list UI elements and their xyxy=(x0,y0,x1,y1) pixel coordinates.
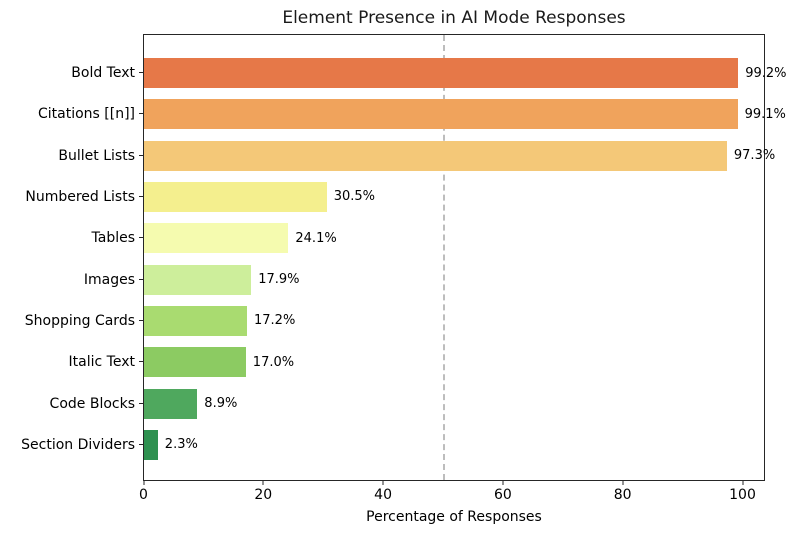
reference-line-50pct xyxy=(442,35,445,480)
x-axis-label: Percentage of Responses xyxy=(366,509,542,525)
bar xyxy=(144,58,739,88)
y-tick-mark xyxy=(139,361,143,363)
x-tick-label: 100 xyxy=(729,487,756,503)
bar-row: Shopping Cards 17.2% xyxy=(25,305,764,336)
value-label: 30.5% xyxy=(333,189,375,205)
x-tick-mark xyxy=(742,481,743,485)
x-tick-mark xyxy=(143,481,144,485)
value-label: 17.2% xyxy=(254,313,296,329)
bar xyxy=(144,223,289,254)
value-label: 97.3% xyxy=(733,148,776,164)
bar-row: Italic Text 17.0% xyxy=(69,347,764,378)
y-tick-mark xyxy=(139,154,143,156)
x-tick-label: 40 xyxy=(374,487,393,503)
y-tick-mark xyxy=(139,195,143,197)
bar-row: Numbered Lists 30.5% xyxy=(25,181,764,212)
category-label: Shopping Cards xyxy=(24,312,135,329)
bar xyxy=(144,388,198,419)
x-tick-mark xyxy=(622,481,624,485)
bar xyxy=(144,264,252,295)
x-tick-label: 80 xyxy=(613,487,632,503)
x-tick-label: 20 xyxy=(254,487,273,503)
chart-title: Element Presence in AI Mode Responses xyxy=(282,8,626,28)
bar xyxy=(144,181,327,212)
x-tick-label: 0 xyxy=(139,487,148,503)
plot-area: Bold Text 99.2% Citations [[n]] 99.1% Bu… xyxy=(21,34,787,481)
category-label: Section Dividers xyxy=(21,436,135,453)
bar xyxy=(144,99,738,130)
y-tick-mark xyxy=(139,443,143,445)
bar xyxy=(144,347,246,378)
bar xyxy=(144,429,158,460)
bar-row: Bullet Lists 97.3% xyxy=(58,140,775,171)
x-tick-mark xyxy=(382,481,384,485)
y-tick-mark xyxy=(139,319,143,321)
value-label: 99.2% xyxy=(745,65,787,81)
category-label: Code Blocks xyxy=(49,395,135,412)
x-tick-mark xyxy=(262,481,264,485)
y-tick-mark xyxy=(139,402,143,404)
bar-row: Section Dividers 2.3% xyxy=(21,429,764,460)
category-label: Tables xyxy=(91,230,136,247)
y-tick-mark xyxy=(139,237,143,239)
y-tick-mark xyxy=(139,72,143,73)
bar-row: Citations [[n]] 99.1% xyxy=(38,99,786,130)
y-tick-mark xyxy=(139,278,143,280)
category-label: Bullet Lists xyxy=(58,147,135,164)
x-tick-label: 60 xyxy=(493,487,512,503)
category-label: Bold Text xyxy=(71,65,135,81)
x-tick-mark xyxy=(502,481,504,485)
value-label: 17.0% xyxy=(252,354,295,370)
bar-row: Tables 24.1% xyxy=(92,223,764,254)
bar xyxy=(144,305,247,336)
category-label: Italic Text xyxy=(68,354,135,371)
bar-row: Images 17.9% xyxy=(84,264,764,295)
bar-row: Bold Text 99.2% xyxy=(71,58,787,88)
category-label: Citations [[n]] xyxy=(37,106,135,123)
bar-row: Code Blocks 8.9% xyxy=(50,388,764,419)
value-label: 8.9% xyxy=(204,396,238,412)
value-label: 2.3% xyxy=(164,437,198,453)
category-label: Numbered Lists xyxy=(25,188,135,205)
y-tick-mark xyxy=(139,113,143,115)
value-label: 99.1% xyxy=(744,106,786,122)
bar xyxy=(144,140,727,171)
value-label: 17.9% xyxy=(258,272,300,288)
value-label: 24.1% xyxy=(295,230,337,246)
category-label: Images xyxy=(83,271,135,288)
